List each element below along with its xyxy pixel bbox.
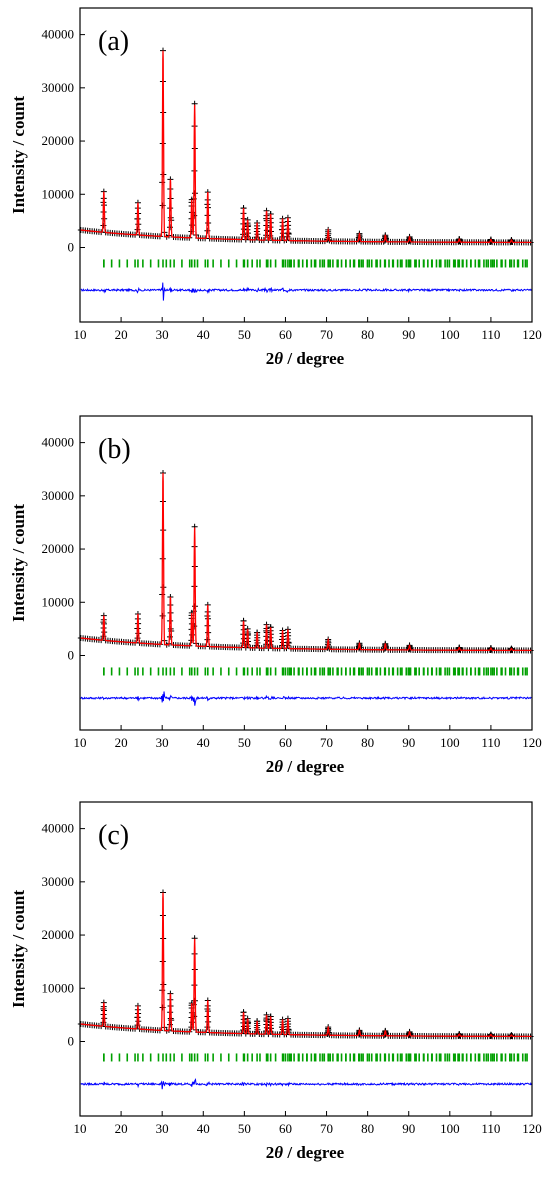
chart-svg-c: 10 20 30 40 50 60 70 80 90 100 110 120 0 10000 20000 30… — [9, 801, 542, 1162]
x-tick-label: 50 — [238, 735, 251, 750]
x-tick-label: 60 — [279, 1121, 292, 1136]
difference-curve — [80, 691, 532, 706]
y-tick-label: 40000 — [42, 27, 75, 42]
x-tick-label: 40 — [197, 1121, 210, 1136]
y-tick-label: 10000 — [42, 980, 75, 995]
y-tick-label: 40000 — [42, 435, 75, 450]
y-axis-title-a: Intensity / count — [9, 96, 28, 214]
difference-curve — [80, 282, 532, 301]
x-tick-label: 70 — [320, 327, 333, 342]
x-tick-label: 110 — [481, 735, 500, 750]
chart-panel-b: 10 20 30 40 50 60 70 80 90 100 110 120 0 10000 20000 30… — [0, 408, 550, 803]
y-tick-label: 0 — [68, 1033, 75, 1048]
x-axis-title-main-c: 2 — [266, 1143, 275, 1162]
x-tick-label: 90 — [402, 735, 415, 750]
x-tick-label: 80 — [361, 327, 374, 342]
x-tick-label: 70 — [320, 735, 333, 750]
plot-frame-c — [79, 801, 533, 1117]
y-tick-label: 10000 — [42, 186, 75, 201]
x-axis-title-rest-b: / degree — [283, 757, 345, 776]
x-tick-label: 60 — [279, 327, 292, 342]
chart-panel-c: 10 20 30 40 50 60 70 80 90 100 110 120 0 10000 20000 30… — [0, 794, 550, 1189]
x-tick-label: 80 — [361, 1121, 374, 1136]
x-axis-title-rest-a: / degree — [283, 349, 345, 368]
y-tick-label: 0 — [68, 647, 75, 662]
x-axis-title-theta-b: θ — [274, 757, 283, 776]
x-tick-label: 90 — [402, 1121, 415, 1136]
x-axis-title-rest-c: / degree — [283, 1143, 345, 1162]
plot-frame-a — [79, 7, 533, 323]
calculated-profile — [79, 50, 533, 244]
x-tick-label: 100 — [440, 327, 460, 342]
y-tick-label: 20000 — [42, 927, 75, 942]
x-axis-title-c: 2θ / degree — [266, 1143, 345, 1162]
panel-label-a: (a) — [98, 26, 129, 57]
x-tick-label: 110 — [481, 327, 500, 342]
plot-frame-b — [79, 415, 533, 731]
x-axis-title-a: 2θ / degree — [266, 349, 345, 368]
x-tick-label: 120 — [522, 735, 542, 750]
x-axis-title-theta-c: θ — [274, 1143, 283, 1162]
x-tick-label: 80 — [361, 735, 374, 750]
x-axis-title-main-b: 2 — [266, 757, 275, 776]
x-tick-label: 100 — [440, 1121, 460, 1136]
y-axis-title-c: Intensity / count — [9, 890, 28, 1008]
y-tick-label: 40000 — [42, 821, 75, 836]
y-tick-label: 0 — [68, 239, 75, 254]
y-axis-title-b: Intensity / count — [9, 504, 28, 622]
chart-svg-b: 10 20 30 40 50 60 70 80 90 100 110 120 0 10000 20000 30… — [9, 415, 542, 776]
x-tick-label: 50 — [238, 1121, 251, 1136]
x-tick-label: 40 — [197, 327, 210, 342]
x-tick-label: 10 — [74, 735, 87, 750]
y-tick-label: 20000 — [42, 133, 75, 148]
difference-curve — [80, 1077, 532, 1090]
y-tick-label: 30000 — [42, 874, 75, 889]
y-tick-label: 20000 — [42, 541, 75, 556]
x-axis-title-theta-a: θ — [274, 349, 283, 368]
x-tick-label: 20 — [115, 327, 128, 342]
x-tick-label: 30 — [156, 735, 169, 750]
y-tick-label: 30000 — [42, 488, 75, 503]
panel-label-b: (b) — [98, 434, 131, 465]
x-tick-label: 20 — [115, 735, 128, 750]
x-tick-label: 30 — [156, 327, 169, 342]
x-tick-label: 10 — [74, 1121, 87, 1136]
calculated-profile — [79, 892, 533, 1038]
x-tick-label: 60 — [279, 735, 292, 750]
x-tick-label: 10 — [74, 327, 87, 342]
x-axis-title-b: 2θ / degree — [266, 757, 345, 776]
chart-svg-a: 10 20 30 40 50 60 70 80 90 100 110 120 0 10000 20000 30… — [9, 7, 542, 368]
calculated-profile — [79, 472, 533, 652]
chart-panel-a: 10 20 30 40 50 60 70 80 90 100 110 120 0 10000 20000 30… — [0, 0, 550, 395]
x-tick-label: 50 — [238, 327, 251, 342]
x-tick-label: 20 — [115, 1121, 128, 1136]
x-tick-label: 90 — [402, 327, 415, 342]
x-tick-label: 100 — [440, 735, 460, 750]
x-tick-label: 70 — [320, 1121, 333, 1136]
x-tick-label: 120 — [522, 327, 542, 342]
y-tick-label: 10000 — [42, 594, 75, 609]
y-tick-label: 30000 — [42, 80, 75, 95]
x-tick-label: 120 — [522, 1121, 542, 1136]
x-tick-label: 30 — [156, 1121, 169, 1136]
x-tick-label: 40 — [197, 735, 210, 750]
x-axis-title-main-a: 2 — [266, 349, 275, 368]
x-tick-label: 110 — [481, 1121, 500, 1136]
panel-label-c: (c) — [98, 820, 129, 851]
